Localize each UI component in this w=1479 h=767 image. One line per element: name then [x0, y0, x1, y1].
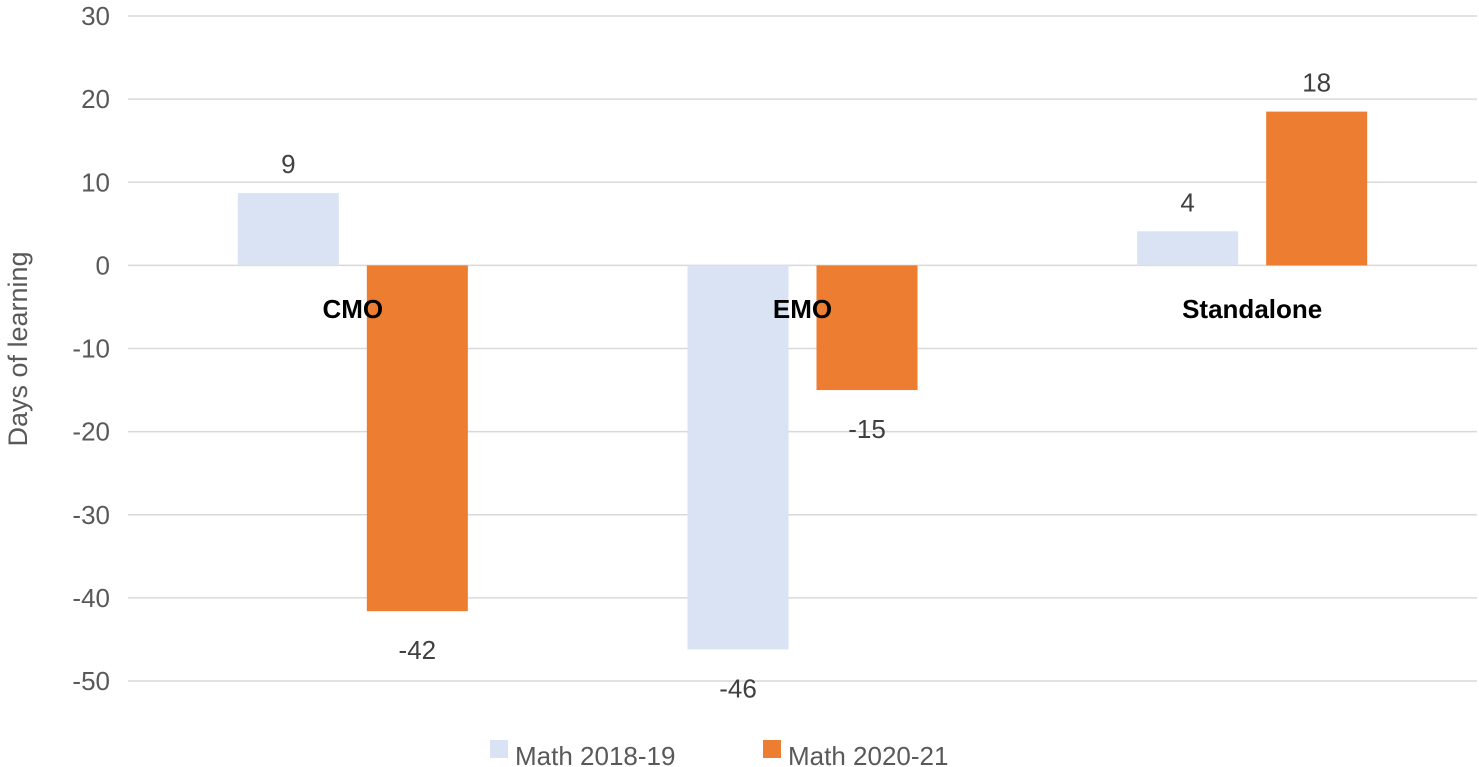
y-axis-title: Days of learning — [3, 251, 33, 446]
y-tick-label: -30 — [72, 500, 110, 530]
gridlines — [128, 15, 1477, 682]
y-axis-ticks: 30 20 10 0 -10 -20 -30 -40 -50 — [72, 1, 110, 696]
bar — [687, 265, 789, 650]
data-label: 9 — [281, 149, 295, 179]
bar — [816, 265, 918, 391]
data-label: -46 — [719, 673, 757, 703]
bar — [1137, 231, 1239, 266]
data-label: 4 — [1180, 187, 1194, 217]
category-label: Standalone — [1182, 294, 1322, 324]
bar — [366, 265, 468, 612]
bars — [237, 111, 1368, 650]
y-tick-label: -50 — [72, 666, 110, 696]
category-label: EMO — [773, 294, 832, 324]
legend-label: Math 2018-19 — [515, 741, 675, 767]
y-tick-label: 10 — [81, 167, 110, 197]
y-tick-label: -20 — [72, 417, 110, 447]
data-label: 18 — [1302, 68, 1331, 98]
bar — [1266, 111, 1368, 266]
y-tick-label: -10 — [72, 334, 110, 364]
y-tick-label: 30 — [81, 1, 110, 31]
y-tick-label: 0 — [96, 250, 110, 280]
data-label: -15 — [848, 414, 886, 444]
y-tick-label: 20 — [81, 84, 110, 114]
legend: Math 2018-19 Math 2020-21 — [490, 740, 948, 767]
data-labels: 9 -42 -46 -15 4 18 — [281, 68, 1331, 704]
category-labels: CMO EMO Standalone — [322, 294, 1322, 324]
bar — [237, 193, 339, 266]
legend-label: Math 2020-21 — [788, 741, 948, 767]
legend-swatch — [490, 740, 508, 758]
data-label: -42 — [399, 635, 437, 665]
category-label: CMO — [322, 294, 383, 324]
y-tick-label: -40 — [72, 583, 110, 613]
legend-swatch — [763, 740, 781, 758]
